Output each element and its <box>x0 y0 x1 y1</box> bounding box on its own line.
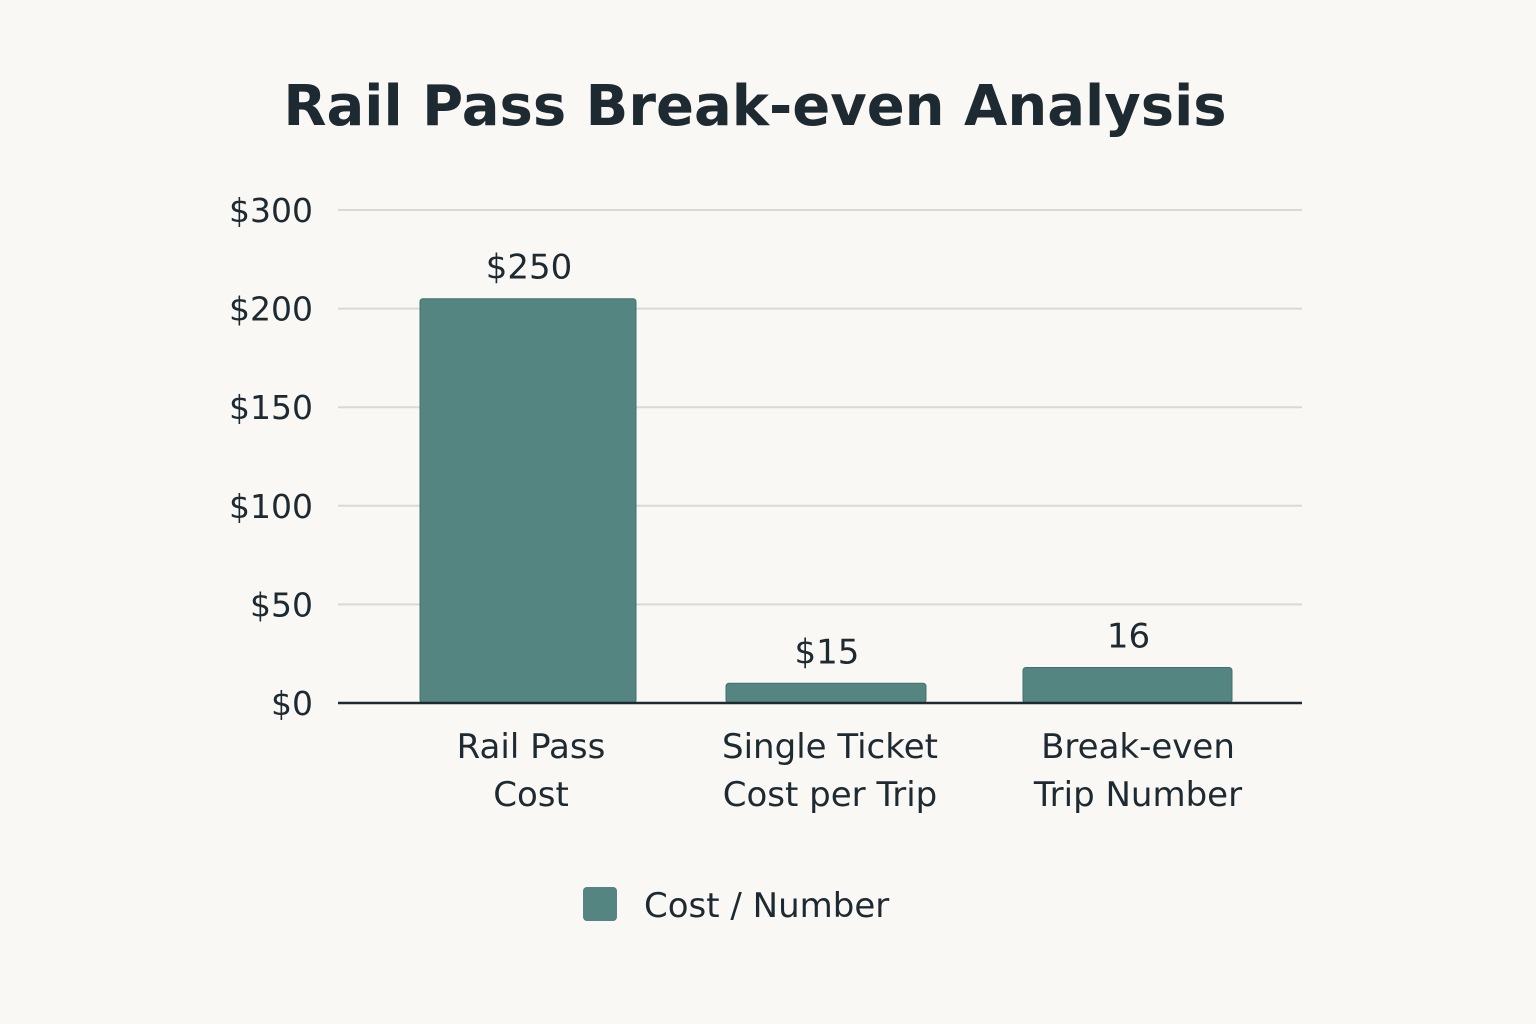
bar-data-label: $250 <box>486 248 573 288</box>
bar <box>1022 667 1233 704</box>
bar-data-label: $15 <box>795 632 860 672</box>
y-tick-label: $200 <box>229 290 313 329</box>
bar-data-label: 16 <box>1107 617 1150 657</box>
legend: Cost / Number <box>583 886 889 926</box>
category-label: Rail Pass Cost <box>457 727 606 815</box>
data-labels: $250 $15 16 <box>486 248 1150 673</box>
y-tick-label: $150 <box>229 388 313 427</box>
category-labels: Rail Pass Cost Single Ticket Cost per Trip B… <box>457 727 1242 815</box>
y-axis-tick-labels: $0 $50 $100 $150 $200 $300 <box>229 191 313 723</box>
bar <box>419 298 637 704</box>
legend-swatch <box>583 887 617 921</box>
bar <box>725 682 927 704</box>
category-label: Single Ticket Cost per Trip <box>722 727 938 815</box>
category-label: Break-even Trip Number <box>1033 727 1242 815</box>
chart-title: Rail Pass Break-even Analysis <box>283 74 1226 139</box>
y-tick-label: $300 <box>229 191 313 230</box>
y-tick-label: $100 <box>229 487 313 526</box>
legend-label: Cost / Number <box>644 886 889 926</box>
y-tick-label: $50 <box>250 585 313 624</box>
y-tick-label: $0 <box>271 684 313 723</box>
